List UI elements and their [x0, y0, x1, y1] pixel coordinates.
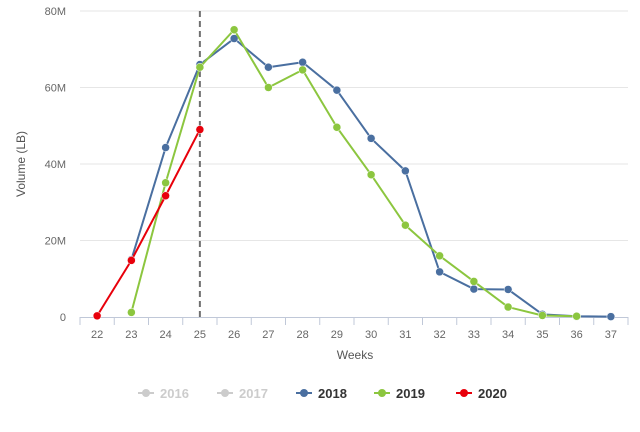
x-axis-title: Weeks	[337, 348, 373, 362]
data-point-2019	[503, 302, 513, 312]
x-tick-label: 26	[228, 329, 240, 341]
data-point-2019	[127, 308, 136, 317]
legend-item-2020[interactable]: 2020	[456, 386, 507, 401]
data-point-2019	[366, 170, 376, 179]
series-2019	[127, 25, 581, 321]
legend-label: 2016	[160, 386, 189, 401]
data-point-2019	[161, 178, 170, 187]
data-point-2018	[332, 85, 342, 95]
legend-swatch-dot	[300, 389, 308, 397]
legend-label: 2020	[478, 386, 507, 401]
data-point-2020	[195, 125, 205, 134]
x-tick-label: 32	[434, 329, 446, 341]
y-tick-label: 40M	[45, 159, 66, 171]
data-point-2020	[92, 311, 102, 321]
x-tick-label: 30	[365, 329, 377, 341]
data-point-2018	[469, 284, 479, 294]
data-point-2019	[332, 123, 342, 132]
data-point-2018	[435, 267, 444, 277]
data-point-2018	[606, 312, 616, 321]
data-point-2019	[298, 65, 307, 75]
data-point-2019	[469, 277, 479, 286]
x-tick-label: 24	[160, 329, 172, 341]
data-point-2019	[435, 251, 444, 261]
series-layer	[92, 25, 616, 321]
axis-layer: 0 20M 40M 60M 80M 22 23 24 25 26 27 28 29 30 31 32 33 34 3…	[45, 6, 629, 341]
y-tick-label: 20M	[45, 236, 66, 248]
legend: 2016 2017 2018 2019 2020	[138, 386, 507, 401]
legend-swatch-dot	[221, 389, 229, 397]
y-tick-label: 60M	[45, 83, 66, 95]
legend-item-2017[interactable]: 2017	[217, 386, 268, 401]
legend-swatch-dot	[460, 389, 468, 397]
data-point-2019	[264, 83, 273, 92]
legend-item-2019[interactable]: 2019	[374, 386, 425, 401]
x-tick-label: 31	[399, 329, 411, 341]
y-tick-label: 80M	[45, 6, 66, 18]
series-line-2019	[130, 28, 577, 318]
x-tick-label: 34	[502, 329, 514, 341]
x-tick-label: 23	[125, 329, 137, 341]
legend-label: 2018	[318, 386, 347, 401]
x-tick-label: 22	[91, 329, 103, 341]
data-point-2020	[161, 191, 170, 200]
x-tick-label: 35	[536, 329, 548, 341]
data-point-2018	[401, 166, 410, 176]
series-2020	[92, 125, 205, 321]
data-point-2020	[127, 256, 136, 265]
data-point-2019	[572, 311, 581, 321]
x-tick-label: 29	[331, 329, 343, 341]
legend-swatch-dot	[142, 389, 150, 397]
data-point-2018	[298, 58, 307, 67]
data-point-2019	[401, 220, 410, 230]
x-tick-label: 36	[571, 329, 583, 341]
x-tick-label: 28	[297, 329, 309, 341]
data-point-2018	[264, 62, 273, 72]
y-axis-title: Volume (LB)	[14, 131, 28, 197]
x-tick-label: 25	[194, 329, 206, 341]
data-point-2018	[229, 34, 239, 43]
data-point-2018	[366, 134, 376, 143]
legend-label: 2017	[239, 386, 268, 401]
data-point-2018	[503, 285, 513, 294]
legend-swatch-dot	[378, 389, 386, 397]
legend-item-2016[interactable]: 2016	[138, 386, 189, 401]
data-point-2019	[538, 311, 547, 320]
x-tick-label: 27	[262, 329, 274, 341]
x-tick-label: 33	[468, 329, 480, 341]
series-line-2020	[96, 129, 201, 317]
legend-item-2018[interactable]: 2018	[296, 386, 347, 401]
data-point-2019	[229, 25, 239, 34]
legend-label: 2019	[396, 386, 425, 401]
data-point-2018	[161, 143, 170, 152]
grid-layer	[80, 10, 628, 241]
y-tick-label: 0	[60, 312, 66, 324]
data-point-2019	[195, 62, 205, 72]
x-tick-label: 37	[605, 329, 617, 341]
